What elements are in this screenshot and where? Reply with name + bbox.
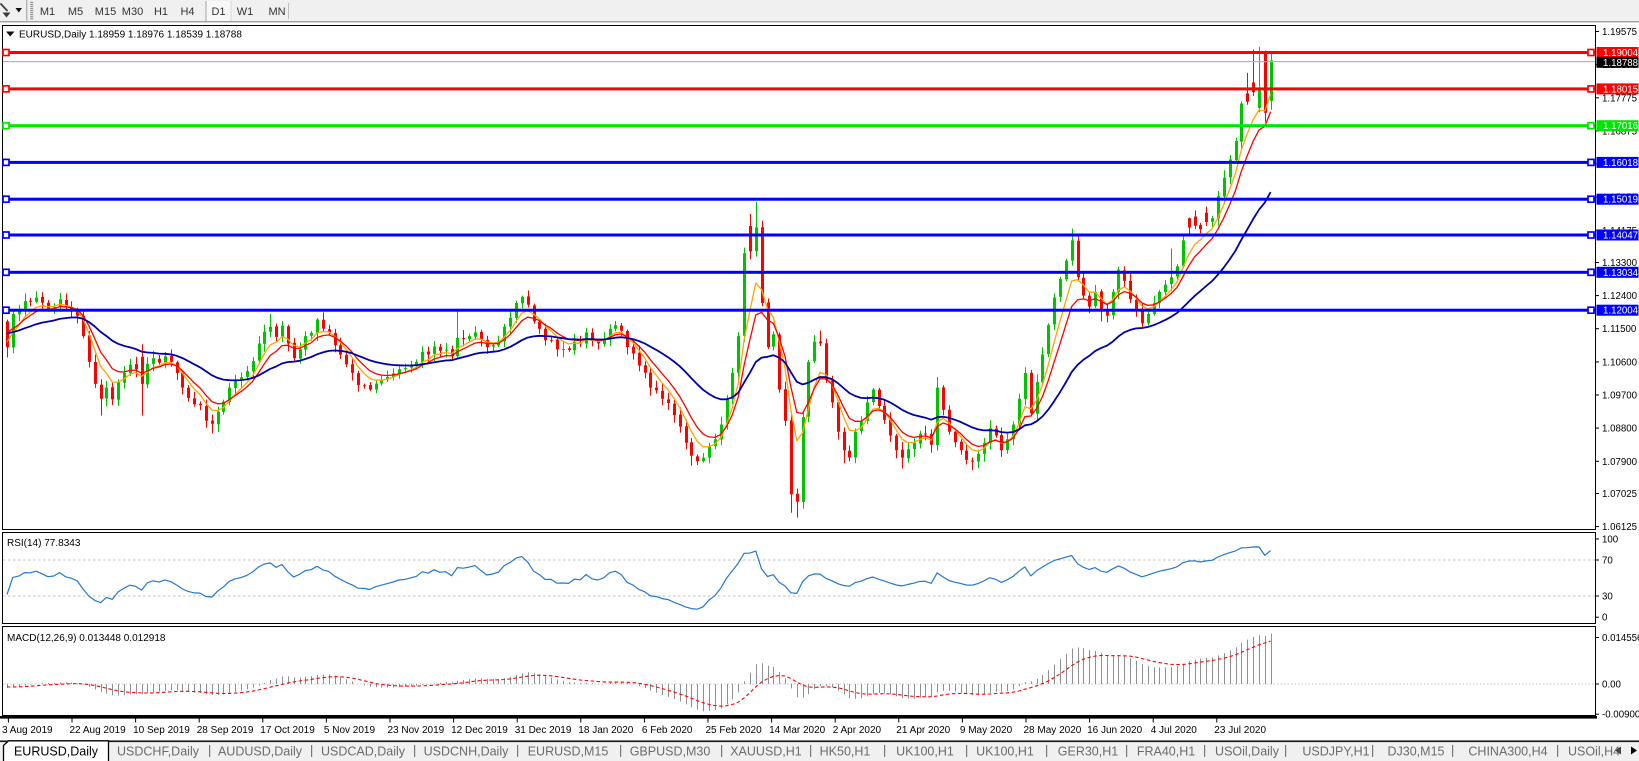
- svg-text:1.12004: 1.12004: [1603, 306, 1639, 317]
- svg-text:UK100,H1: UK100,H1: [976, 745, 1034, 759]
- svg-text:GBPUSD,M30: GBPUSD,M30: [630, 745, 711, 759]
- svg-text:UK100,H1: UK100,H1: [896, 745, 954, 759]
- svg-text:RSI(14) 77.8343: RSI(14) 77.8343: [7, 538, 81, 549]
- svg-text:XAUUSD,H1: XAUUSD,H1: [730, 745, 802, 759]
- svg-text:12 Dec 2019: 12 Dec 2019: [451, 725, 508, 736]
- svg-text:EURUSD,M15: EURUSD,M15: [528, 745, 609, 759]
- svg-text:4 Jul 2020: 4 Jul 2020: [1151, 725, 1198, 736]
- svg-text:1.19004: 1.19004: [1603, 48, 1639, 59]
- svg-text:9 May 2020: 9 May 2020: [960, 725, 1013, 736]
- svg-text:D1: D1: [211, 6, 225, 18]
- svg-text:1.18015: 1.18015: [1603, 84, 1638, 95]
- svg-text:1.12400: 1.12400: [1602, 291, 1638, 302]
- svg-text:18 Jan 2020: 18 Jan 2020: [578, 725, 633, 736]
- svg-text:USDCHF,Daily: USDCHF,Daily: [117, 745, 200, 759]
- svg-text:EURUSD,Daily 1.18959 1.18976: EURUSD,Daily 1.18959 1.18976 1.18539 1.1…: [19, 30, 242, 41]
- svg-text:3 Aug 2019: 3 Aug 2019: [2, 725, 53, 736]
- svg-text:H1: H1: [154, 6, 168, 18]
- svg-text:0.014556: 0.014556: [1602, 633, 1639, 644]
- svg-text:100: 100: [1602, 534, 1619, 545]
- svg-text:W1: W1: [237, 6, 254, 18]
- svg-text:DJ30,M15: DJ30,M15: [1388, 745, 1445, 759]
- svg-text:28 May 2020: 28 May 2020: [1024, 725, 1082, 736]
- svg-text:22 Aug 2019: 22 Aug 2019: [70, 725, 127, 736]
- svg-text:HK50,H1: HK50,H1: [820, 745, 871, 759]
- svg-text:1.19575: 1.19575: [1602, 27, 1637, 38]
- svg-text:23 Nov 2019: 23 Nov 2019: [388, 725, 445, 736]
- svg-text:GER30,H1: GER30,H1: [1058, 745, 1118, 759]
- svg-text:25 Feb 2020: 25 Feb 2020: [706, 725, 763, 736]
- svg-text:14 Mar 2020: 14 Mar 2020: [769, 725, 826, 736]
- svg-text:M1: M1: [40, 6, 55, 18]
- svg-text:28 Sep 2019: 28 Sep 2019: [197, 725, 254, 736]
- svg-text:M30: M30: [122, 6, 143, 18]
- svg-text:USDCAD,Daily: USDCAD,Daily: [321, 745, 406, 759]
- svg-text:5 Nov 2019: 5 Nov 2019: [324, 725, 376, 736]
- svg-text:23 Jul 2020: 23 Jul 2020: [1214, 725, 1266, 736]
- svg-text:10 Sep 2019: 10 Sep 2019: [133, 725, 190, 736]
- svg-text:H4: H4: [180, 6, 194, 18]
- svg-text:-0.009001: -0.009001: [1602, 710, 1639, 721]
- svg-text:1.06125: 1.06125: [1602, 522, 1637, 533]
- svg-text:1.09700: 1.09700: [1602, 391, 1638, 402]
- svg-text:CHINA300,H4: CHINA300,H4: [1468, 745, 1547, 759]
- svg-text:AUDUSD,Daily: AUDUSD,Daily: [218, 745, 303, 759]
- svg-text:EURUSD,Daily: EURUSD,Daily: [14, 745, 99, 759]
- svg-text:1.11500: 1.11500: [1602, 324, 1637, 335]
- svg-text:USDJPY,H1: USDJPY,H1: [1302, 745, 1369, 759]
- svg-text:1.10600: 1.10600: [1602, 357, 1638, 368]
- svg-text:M15: M15: [95, 6, 116, 18]
- svg-text:M5: M5: [68, 6, 83, 18]
- svg-text:16 Jun 2020: 16 Jun 2020: [1087, 725, 1142, 736]
- svg-text:MN: MN: [268, 6, 285, 18]
- svg-text:1.08800: 1.08800: [1602, 424, 1638, 435]
- svg-text:1.07025: 1.07025: [1602, 489, 1637, 500]
- svg-text:USOil,H4: USOil,H4: [1568, 745, 1620, 759]
- svg-text:2 Apr 2020: 2 Apr 2020: [833, 725, 882, 736]
- svg-text:1.16875: 1.16875: [1602, 126, 1637, 137]
- svg-text:1.18788: 1.18788: [1603, 58, 1638, 69]
- svg-text:USDCNH,Daily: USDCNH,Daily: [424, 745, 509, 759]
- svg-text:1.16018: 1.16018: [1603, 158, 1638, 169]
- svg-text:1.07900: 1.07900: [1602, 457, 1638, 468]
- svg-text:1.14047: 1.14047: [1603, 231, 1638, 242]
- svg-text:1.13300: 1.13300: [1602, 258, 1638, 269]
- svg-text:1.17016: 1.17016: [1603, 121, 1638, 132]
- svg-text:70: 70: [1602, 556, 1613, 567]
- svg-text:1.17775: 1.17775: [1602, 93, 1637, 104]
- svg-text:USOil,Daily: USOil,Daily: [1215, 745, 1280, 759]
- svg-text:31 Dec 2019: 31 Dec 2019: [515, 725, 572, 736]
- svg-text:17 Oct 2019: 17 Oct 2019: [260, 725, 315, 736]
- svg-text:1.15019: 1.15019: [1603, 195, 1638, 206]
- svg-text:FRA40,H1: FRA40,H1: [1137, 745, 1195, 759]
- svg-text:21 Apr 2020: 21 Apr 2020: [896, 725, 950, 736]
- svg-text:0: 0: [1602, 613, 1608, 624]
- svg-text:MACD(12,26,9) 0.013448 0.01291: MACD(12,26,9) 0.013448 0.012918: [7, 633, 166, 644]
- svg-text:1.13034: 1.13034: [1603, 268, 1639, 279]
- svg-text:30: 30: [1602, 592, 1613, 603]
- svg-text:6 Feb 2020: 6 Feb 2020: [642, 725, 693, 736]
- svg-text:0.00: 0.00: [1602, 680, 1621, 691]
